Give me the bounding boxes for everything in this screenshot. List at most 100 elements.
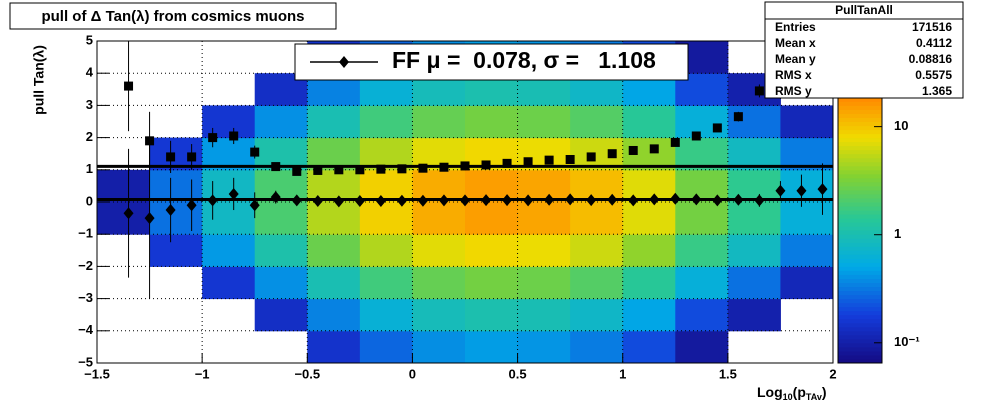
heat-cell <box>97 202 151 235</box>
z-tick-label: 1 <box>894 226 901 241</box>
heat-cell <box>622 330 676 363</box>
point <box>165 204 176 217</box>
heat-cell <box>149 169 203 203</box>
heat-cell <box>780 169 833 203</box>
point <box>292 166 302 176</box>
stats-label: RMS x <box>775 68 812 82</box>
point <box>691 193 702 206</box>
color-bar-step <box>838 214 882 219</box>
heat-cell <box>465 330 519 363</box>
color-bar-step <box>838 105 882 110</box>
heat-cell <box>412 169 466 203</box>
heat-cell <box>570 266 624 300</box>
color-bar-step <box>838 185 882 191</box>
color-bar-step <box>838 318 882 324</box>
point <box>123 207 134 220</box>
heat-cell <box>727 298 781 332</box>
point <box>544 193 555 206</box>
color-bar-step <box>838 274 882 279</box>
x-label-part: ) <box>822 384 827 400</box>
color-bar-step <box>838 181 882 187</box>
color-bar-step <box>838 310 882 316</box>
heat-cell <box>517 266 571 300</box>
heat-cell <box>412 266 466 300</box>
point <box>312 195 323 208</box>
point <box>481 194 492 207</box>
heat-cell <box>359 298 413 332</box>
title-box <box>9 2 337 30</box>
point <box>355 165 365 175</box>
stats-title: PullTanAll <box>835 3 893 17</box>
color-bar-step <box>838 97 882 102</box>
color-bar-step <box>838 262 882 267</box>
heat-cell <box>307 234 361 267</box>
point <box>207 194 218 207</box>
point <box>375 195 386 208</box>
heat-cell <box>307 330 361 363</box>
color-bar-step <box>838 242 882 247</box>
point <box>354 195 365 208</box>
heat-cell <box>727 266 781 300</box>
heat-cell <box>254 298 308 332</box>
color-bar-step <box>838 125 882 131</box>
point <box>607 193 618 206</box>
x-tick-label: −0.5 <box>294 366 320 381</box>
point <box>460 194 470 207</box>
y-tick-label: 2 <box>86 129 93 144</box>
color-bar-step <box>838 302 882 308</box>
point <box>187 152 197 162</box>
color-bar-step <box>838 117 882 122</box>
color-bar-step <box>838 294 882 300</box>
color-bar-step <box>838 226 882 231</box>
x-label-part: (p <box>793 384 806 400</box>
heat-cell <box>675 234 729 267</box>
x-label-part: Log <box>757 384 783 400</box>
axes: −1.5 −1 −0.5 0 0.5 1 1.5 2 −5 −4 −3 −2 −1 0 1 2 3 4 5 <box>78 32 836 381</box>
heat-cell <box>465 298 519 332</box>
color-bar-step <box>838 202 882 207</box>
color-bar-step <box>838 298 882 304</box>
y-axis-label: pull Tan(λ) <box>31 45 47 115</box>
color-bar-step <box>838 197 882 203</box>
color-bar-step <box>838 161 882 167</box>
point <box>376 164 386 174</box>
point <box>124 81 134 91</box>
heat-cell <box>570 330 624 363</box>
color-bar-step <box>838 314 882 320</box>
stats-label: Mean y <box>775 52 816 66</box>
point <box>586 152 596 162</box>
point <box>249 199 260 212</box>
point <box>418 163 428 173</box>
point <box>460 161 470 171</box>
heat-cell <box>359 202 413 235</box>
y-tick-label: 0 <box>86 193 93 208</box>
stats-value: 0.08816 <box>909 52 953 66</box>
color-bar-step <box>838 109 882 114</box>
heat-cell <box>622 234 676 267</box>
heat-cell <box>254 105 308 139</box>
color-bar: 10⁻¹ 1 10 <box>837 40 920 364</box>
color-bar-step <box>838 121 882 127</box>
color-bar-step <box>838 290 882 296</box>
point <box>271 162 281 172</box>
color-bar-step <box>838 254 882 259</box>
heat-cell <box>780 234 833 267</box>
x-tick-label: 1.5 <box>719 366 737 381</box>
color-bar-step <box>838 145 882 151</box>
point <box>796 184 807 197</box>
heat-cell <box>202 202 256 235</box>
point <box>670 192 681 205</box>
heat-cell <box>622 266 676 300</box>
y-tick-label: −3 <box>78 290 93 305</box>
point <box>565 193 576 206</box>
z-tick-label: 10⁻¹ <box>894 334 920 349</box>
point <box>775 184 786 197</box>
point <box>291 194 302 207</box>
chart-title: pull of Δ Tan(λ) from cosmics muons <box>41 8 304 25</box>
heat-cell <box>727 202 781 235</box>
point <box>502 194 513 207</box>
heat-cell <box>359 330 413 363</box>
heat-cell <box>359 169 413 203</box>
heat-cell <box>465 105 519 139</box>
color-bar-step <box>838 246 882 251</box>
